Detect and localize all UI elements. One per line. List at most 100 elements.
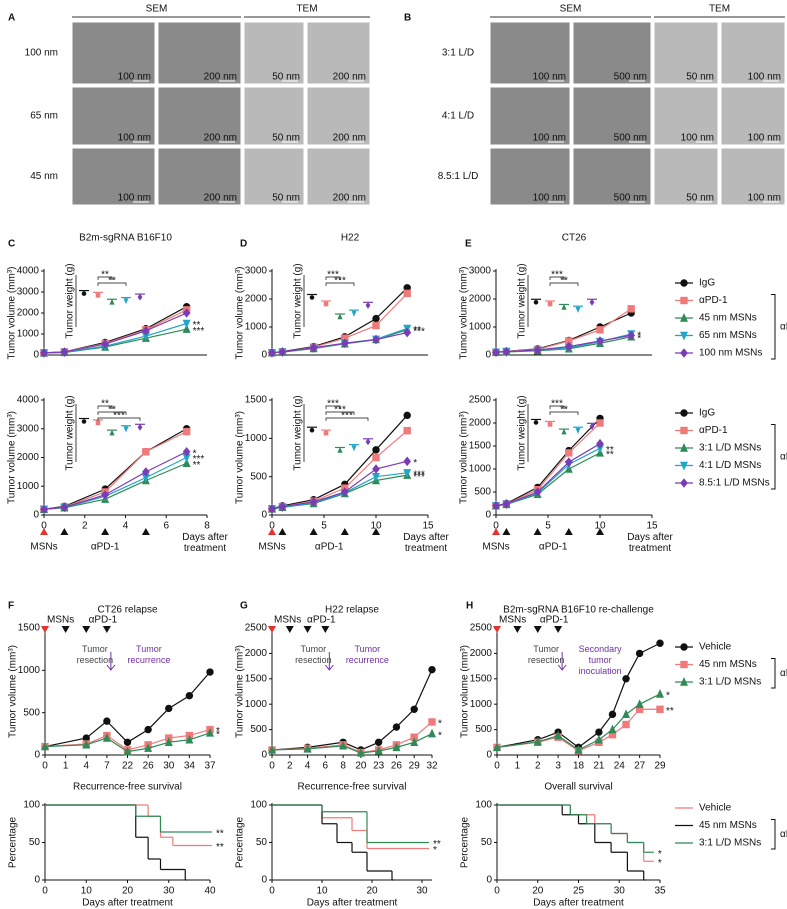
y-tick-label: 1000 xyxy=(17,329,40,340)
scale-bar-label: 100 nm xyxy=(748,133,781,144)
data-point xyxy=(137,423,143,431)
data-point xyxy=(608,710,617,719)
dose-label: αPD-1 xyxy=(540,615,569,626)
significance: * xyxy=(216,726,220,737)
data-point xyxy=(561,303,567,310)
data-point xyxy=(372,321,380,330)
micrograph xyxy=(489,86,571,146)
x-tick-label: 20 xyxy=(122,886,134,897)
data-point xyxy=(575,427,581,434)
data-point xyxy=(278,347,287,357)
legend-group-label: αPD-1 xyxy=(780,321,787,332)
dose-label: αPD-1 xyxy=(307,615,336,626)
scale-bar-label: 100 nm xyxy=(681,133,714,144)
y-tick-label: 2000 xyxy=(469,294,492,305)
significance: ** xyxy=(193,320,201,331)
significance: *** xyxy=(413,472,425,483)
y-tick-label: 2000 xyxy=(245,294,268,305)
data-point xyxy=(142,467,150,477)
y-tick-label: 3000 xyxy=(469,266,492,277)
x-axis-label: Days after treatment xyxy=(403,532,449,554)
y-tick-label: 50 xyxy=(256,837,268,848)
data-point xyxy=(309,497,318,507)
scale-bar-label: 50 nm xyxy=(272,193,300,204)
panel-letter: D xyxy=(240,239,247,250)
data-point xyxy=(594,734,603,744)
chart-title: B2m-sgRNA B16F10 xyxy=(79,233,172,244)
data-point xyxy=(182,458,191,467)
scale-bar-label: 50 nm xyxy=(686,193,714,204)
data-point xyxy=(351,445,357,452)
significance: ** xyxy=(433,839,441,850)
data-point xyxy=(137,293,143,301)
significance: ** xyxy=(216,829,224,840)
image-row-label: 3:1 L/D xyxy=(442,48,474,59)
data-point xyxy=(547,301,553,307)
legend-group-label: αPD-1 xyxy=(780,829,787,840)
inset-bracket xyxy=(97,405,113,409)
y-tick-label: 1000 xyxy=(245,322,268,333)
inset-significance: *** xyxy=(341,411,353,422)
chart-title: CT26 xyxy=(562,233,587,244)
scale-bar-label: 100 nm xyxy=(533,133,566,144)
series-line xyxy=(271,733,433,754)
x-tick-label: 8 xyxy=(204,521,210,532)
data-point xyxy=(533,420,539,425)
data-point xyxy=(103,717,111,725)
data-point xyxy=(374,738,383,746)
x-tick-label: 25 xyxy=(573,886,585,897)
data-point xyxy=(680,461,688,471)
dose-marker xyxy=(340,528,349,535)
x-tick-label: 0 xyxy=(269,761,275,772)
dose-marker xyxy=(513,626,522,633)
y-axis-label: Percentage xyxy=(235,816,246,868)
micrograph xyxy=(306,147,371,206)
x-tick-label: 0 xyxy=(41,521,47,532)
annotation: Tumor resection xyxy=(295,644,332,665)
y-tick-label: 1000 xyxy=(17,481,40,492)
y-axis-label: Tumor volume (mm³) xyxy=(459,411,470,504)
inset-bracket xyxy=(325,282,355,286)
data-point xyxy=(185,734,194,744)
significance: *** xyxy=(193,454,205,465)
y-tick-label: 1000 xyxy=(18,665,41,676)
data-point xyxy=(142,448,150,456)
legend-label: Vehicle xyxy=(699,803,732,814)
series-line xyxy=(44,732,211,753)
inset-significance: ** xyxy=(101,270,109,281)
micrograph xyxy=(71,147,156,206)
y-axis-label: Tumor volume (mm³) xyxy=(235,645,246,738)
scale-bar-label: 100 nm xyxy=(118,193,151,204)
annotation: Tumor recurrence xyxy=(345,644,389,665)
dose-label: αPD-1 xyxy=(315,542,344,553)
dose-label: αPD-1 xyxy=(539,542,568,553)
annotation-arrow xyxy=(557,652,567,671)
data-point xyxy=(533,299,539,305)
data-point xyxy=(410,737,419,746)
significance: * xyxy=(216,730,220,741)
y-tick-label: 2000 xyxy=(17,308,40,319)
y-tick-label: 100 xyxy=(475,800,492,811)
inset-bracket xyxy=(325,276,341,280)
data-point xyxy=(40,504,48,515)
legend-bracket xyxy=(771,424,776,490)
significance: * xyxy=(413,458,417,469)
y-tick-label: 0 xyxy=(486,750,492,761)
annotation-arrow xyxy=(324,652,334,671)
chart-title: Overall survival xyxy=(544,782,612,793)
scale-bar-label: 50 nm xyxy=(686,72,714,83)
data-point xyxy=(403,456,412,467)
data-point xyxy=(595,728,603,736)
data-point xyxy=(123,738,132,746)
y-tick-label: 0 xyxy=(261,750,267,761)
micrograph xyxy=(720,147,786,206)
legend-label: 3:1 L/D MSNs xyxy=(699,677,761,688)
dose-marker xyxy=(60,528,69,535)
inset-y-label: Tumor weight (g) xyxy=(65,263,76,338)
legend-label: 4:1 L/D MSNs xyxy=(699,460,761,471)
y-axis-label: Tumor volume (mm³) xyxy=(7,267,18,360)
chart-title: Recurrence-free survival xyxy=(298,782,407,793)
x-tick-label: 40 xyxy=(204,886,216,897)
y-axis-label: Tumor volume (mm³) xyxy=(460,645,471,738)
data-point xyxy=(268,744,276,754)
